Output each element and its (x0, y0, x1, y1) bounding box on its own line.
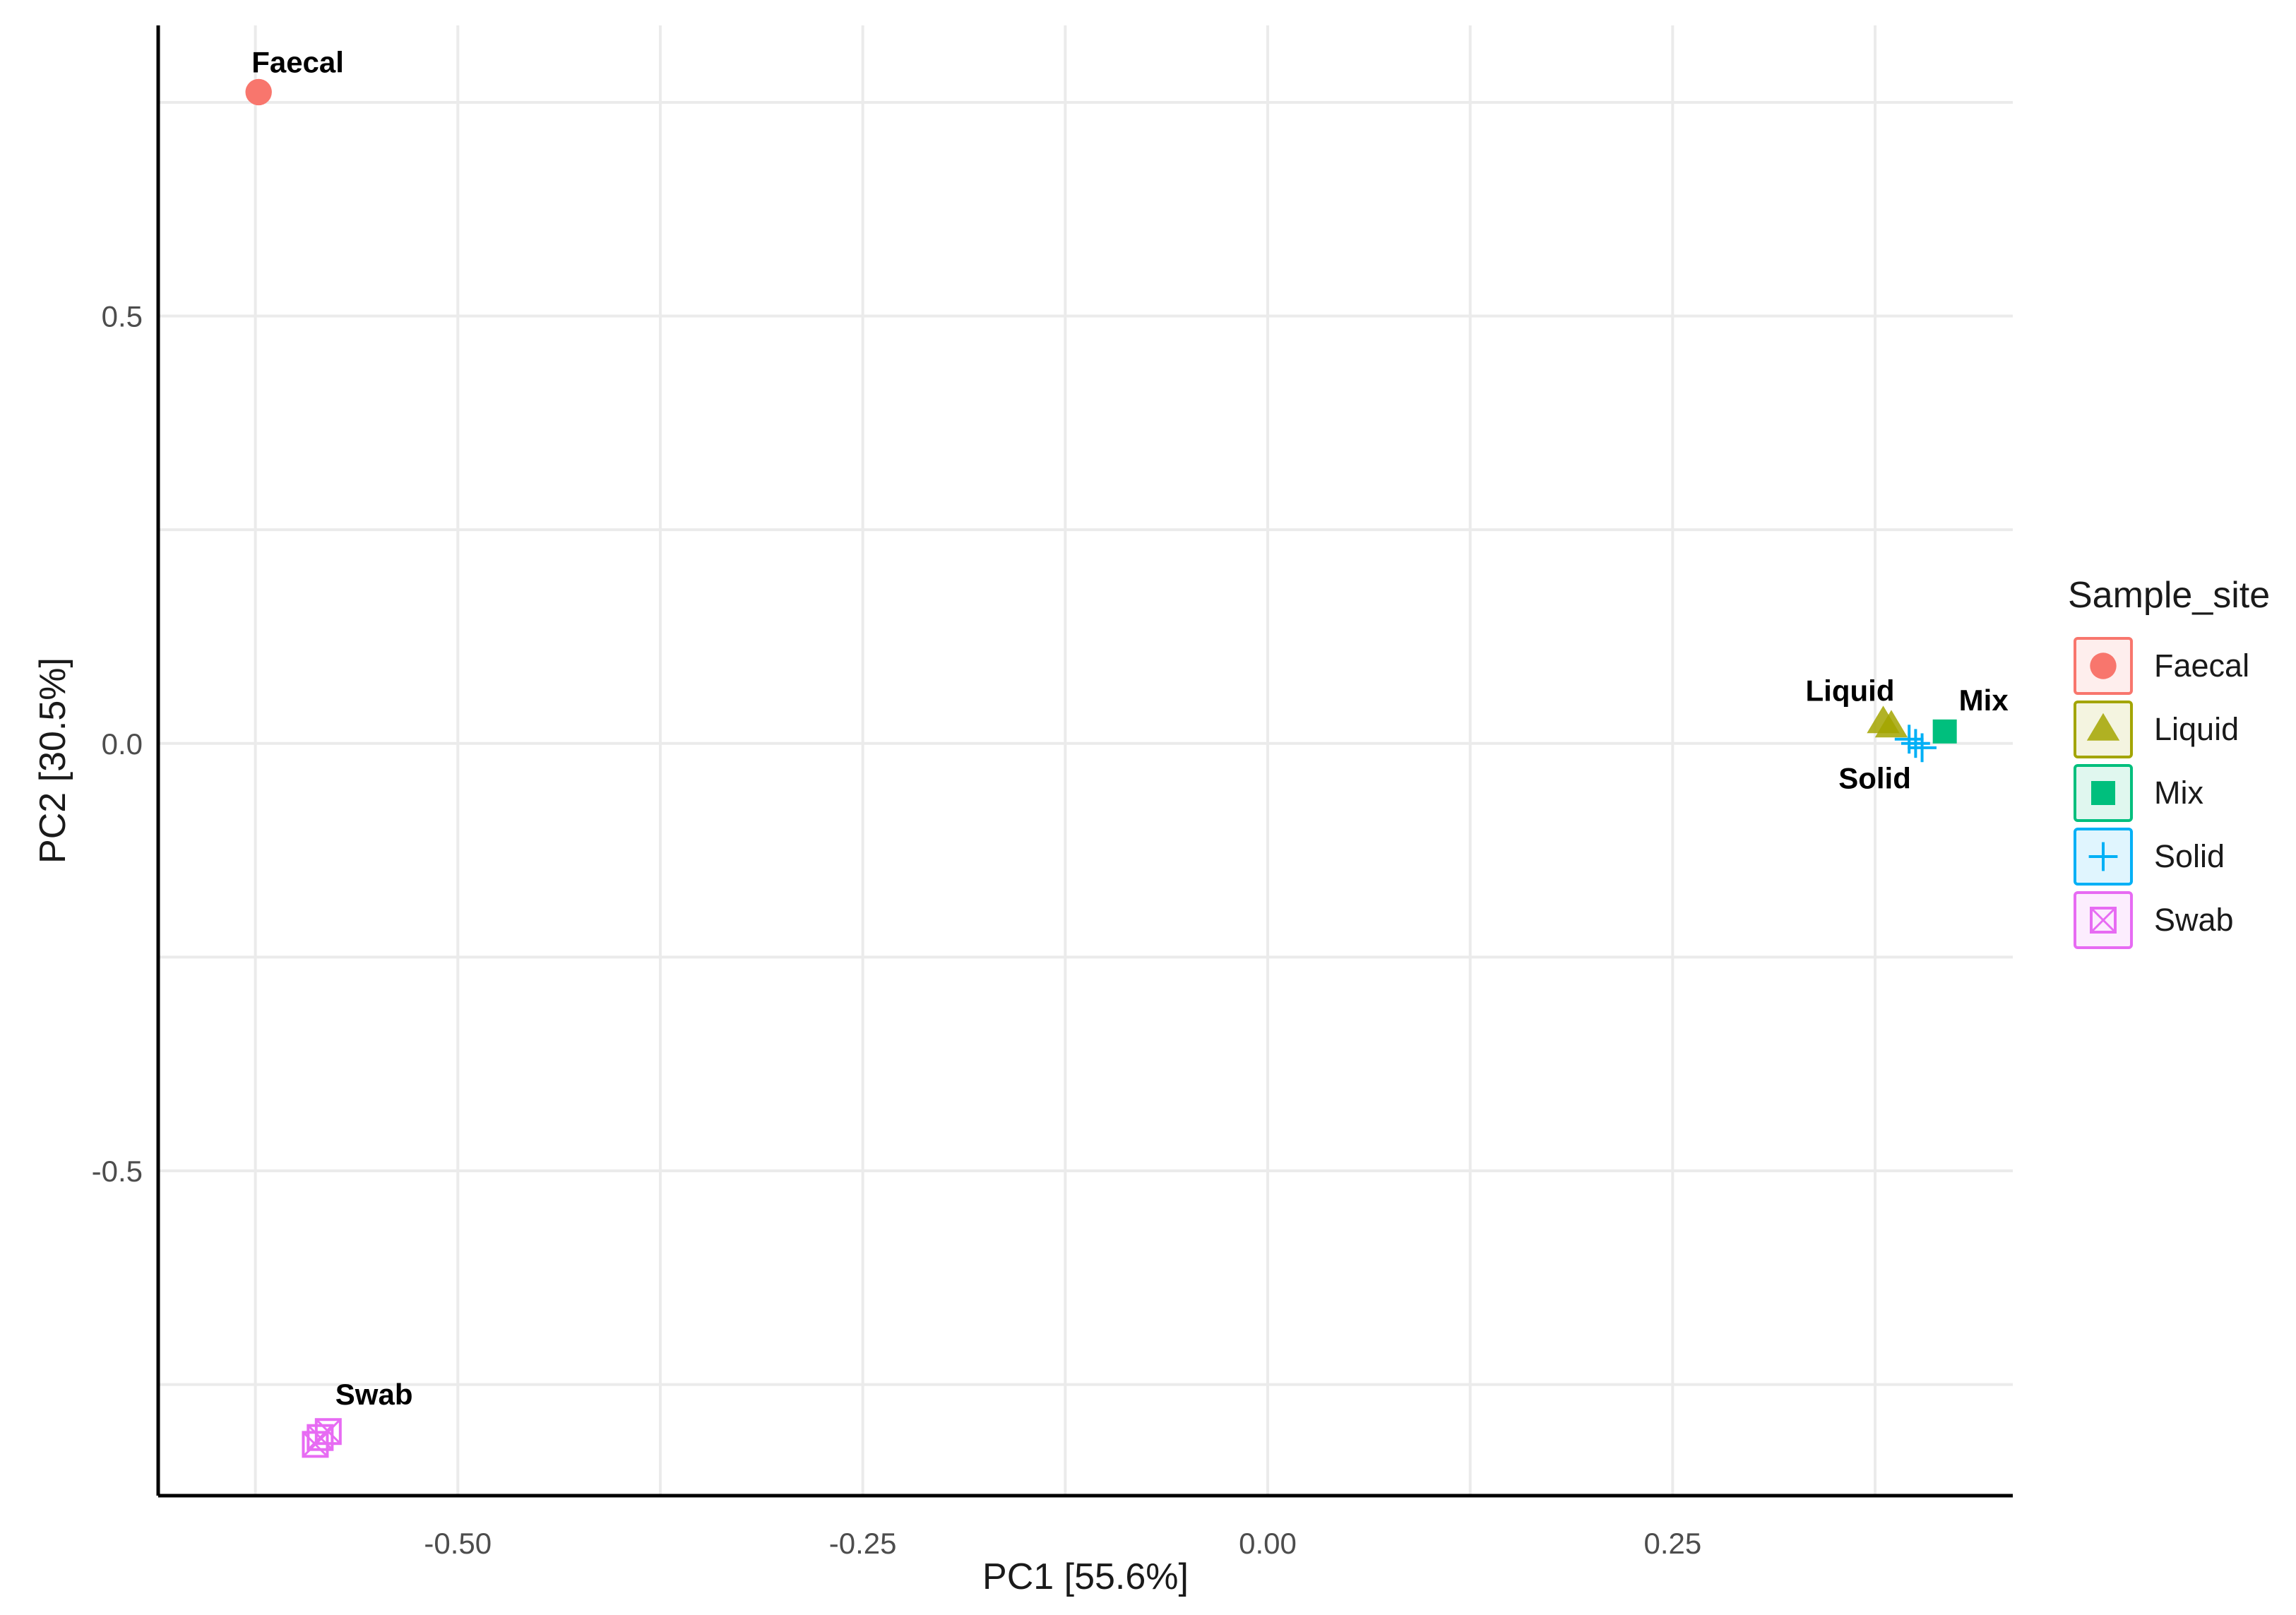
point-mix (1932, 719, 1957, 744)
point-label-solid: Solid (1838, 762, 1911, 795)
legend-key-swab (2074, 891, 2133, 949)
point-labels: Faecal Liquid Mix Solid Swab (251, 45, 2009, 1411)
legend-key-solid (2074, 828, 2133, 886)
data-points (245, 78, 1957, 1458)
legend-label-mix: Mix (2154, 775, 2203, 811)
point-solid (1908, 733, 1937, 763)
point-faecal (245, 78, 272, 106)
legend-label-solid: Solid (2154, 838, 2225, 874)
legend-symbol-swab (2090, 907, 2117, 934)
point-swab (302, 1431, 329, 1458)
point-label-liquid: Liquid (1806, 674, 1895, 708)
y-tick-label: 0.0 (102, 727, 143, 761)
x-axis-title: PC1 [55.6%] (982, 1556, 1189, 1597)
legend-label-liquid: Liquid (2154, 711, 2239, 747)
point-label-swab: Swab (335, 1378, 413, 1411)
legend-symbol-mix (2091, 781, 2115, 805)
x-tick-label: 0.00 (1239, 1527, 1297, 1560)
grid-lines (158, 25, 2013, 1496)
x-tick-labels: -0.50 -0.25 0.00 0.25 (424, 1527, 1701, 1560)
legend-symbol-solid (2088, 842, 2118, 871)
legend-key-liquid (2074, 701, 2133, 758)
legend: Sample_site Faecal Liquid Mix Solid Swab (2068, 575, 2270, 949)
legend-label-faecal: Faecal (2154, 648, 2249, 684)
y-tick-label: -0.5 (92, 1155, 143, 1188)
legend-key-mix (2074, 764, 2133, 822)
legend-symbol-liquid (2086, 713, 2120, 741)
y-tick-labels: -0.5 0.0 0.5 (92, 300, 143, 1188)
legend-title: Sample_site (2068, 575, 2270, 616)
axes (156, 25, 2013, 1498)
x-tick-label: -0.25 (829, 1527, 897, 1560)
point-liquid (1874, 710, 1908, 738)
x-tick-label: -0.50 (424, 1527, 492, 1560)
point-label-faecal: Faecal (251, 45, 344, 78)
x-tick-label: 0.25 (1644, 1527, 1702, 1560)
point-label-mix: Mix (1959, 684, 2009, 717)
point-solid (1901, 729, 1930, 758)
y-axis-title: PC2 [30.5%] (32, 657, 73, 864)
y-tick-label: 0.5 (102, 300, 143, 333)
legend-label-swab: Swab (2154, 902, 2234, 938)
legend-key-faecal (2074, 637, 2133, 695)
legend-symbol-faecal (2090, 652, 2117, 679)
